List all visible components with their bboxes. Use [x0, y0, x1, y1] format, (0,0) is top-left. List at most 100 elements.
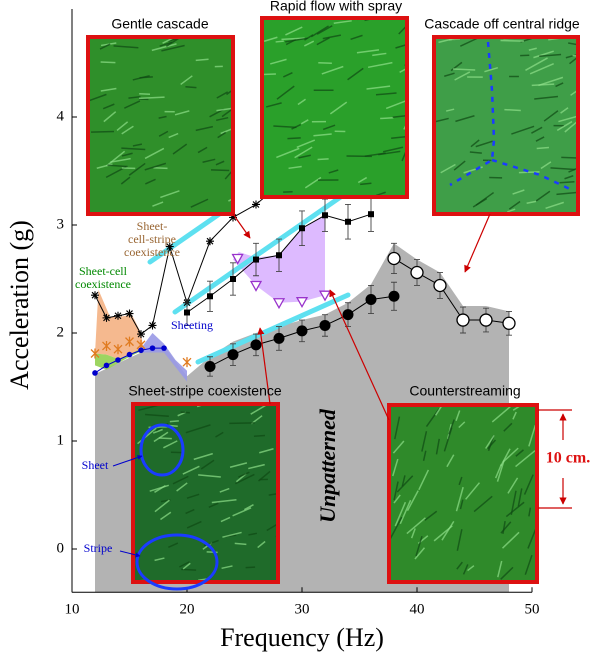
y-axis-label: Acceleration (g)	[5, 220, 34, 390]
photo-texture	[449, 39, 460, 40]
point	[480, 314, 492, 326]
point	[137, 330, 145, 338]
y-tick-label: 4	[57, 108, 65, 124]
photo-texture	[561, 157, 578, 158]
pattern-label: Stripe	[84, 541, 113, 555]
region-label: cell-stripe	[128, 232, 176, 246]
y-tick-label: 3	[57, 216, 65, 232]
region-label: Sheet-cell	[79, 264, 128, 278]
photo-texture	[380, 118, 393, 119]
photo-texture	[519, 172, 540, 173]
photo-caption: Sheet-stripe coexistence	[128, 383, 282, 399]
point	[161, 345, 167, 351]
point	[345, 219, 351, 225]
point	[206, 237, 214, 245]
photo-texture	[181, 569, 196, 570]
scale-label: 10 cm.	[546, 450, 590, 467]
y-tick-label: 0	[57, 540, 65, 556]
point	[149, 321, 157, 329]
point	[457, 314, 469, 326]
photo-caption: Cascade off central ridge	[424, 16, 580, 32]
point	[104, 363, 110, 369]
point	[252, 200, 260, 208]
photo-texture	[318, 159, 329, 160]
photo-fill	[133, 404, 278, 582]
photo	[389, 405, 537, 582]
point	[183, 357, 191, 367]
photo-texture	[276, 41, 284, 42]
point	[253, 257, 259, 263]
region-label: Sheeting	[171, 318, 213, 332]
photo-texture	[254, 435, 265, 436]
point	[127, 352, 133, 358]
point	[320, 320, 331, 331]
point	[299, 225, 305, 231]
photo-fill	[88, 37, 233, 214]
photo-texture	[537, 147, 549, 148]
point	[368, 211, 374, 217]
point	[184, 309, 190, 315]
y-tick-label: 1	[57, 432, 65, 448]
region-label: coexistence	[124, 245, 180, 259]
point	[322, 212, 328, 218]
point	[389, 291, 400, 302]
point	[126, 310, 134, 318]
y-tick-label: 2	[57, 324, 65, 340]
point	[388, 252, 400, 264]
pattern-label: Sheet	[82, 458, 109, 472]
photo-texture	[470, 152, 482, 153]
point	[207, 293, 213, 299]
point	[297, 298, 307, 307]
point	[205, 361, 216, 372]
photo-texture	[262, 74, 276, 75]
point	[274, 333, 285, 344]
photo-caption: Rapid flow with spray	[270, 0, 402, 14]
photo-texture	[318, 63, 332, 64]
photo-caption: Counterstreaming	[409, 383, 520, 399]
photo-texture	[453, 69, 475, 70]
point	[276, 252, 282, 258]
x-tick-label: 40	[410, 602, 425, 618]
point	[411, 267, 423, 279]
photo-texture	[101, 62, 116, 63]
unpatterned-label: Unpatterned	[315, 408, 340, 523]
x-axis-label: Frequency (Hz)	[220, 623, 384, 652]
point	[150, 345, 156, 351]
point	[343, 309, 354, 320]
x-tick-label: 50	[525, 602, 540, 618]
photo	[88, 37, 233, 214]
point	[251, 339, 262, 350]
point	[91, 291, 99, 299]
region-label: coexistence	[75, 277, 131, 291]
photo	[133, 404, 278, 582]
photo-texture	[170, 421, 179, 422]
photo-caption: Gentle cascade	[111, 16, 208, 32]
photo-texture	[185, 87, 196, 88]
point	[138, 347, 144, 353]
photo-texture	[287, 138, 300, 139]
point	[92, 370, 98, 376]
point	[230, 276, 236, 282]
photo-texture	[501, 40, 524, 41]
point	[366, 294, 377, 305]
point	[503, 317, 515, 329]
point	[228, 349, 239, 360]
point	[114, 312, 122, 320]
photo-texture	[181, 412, 190, 413]
photo	[434, 37, 578, 214]
photo-texture	[235, 543, 247, 544]
x-tick-label: 10	[65, 602, 80, 618]
point	[434, 279, 446, 291]
point	[115, 357, 121, 363]
photo-texture	[211, 170, 229, 171]
x-tick-label: 30	[295, 602, 310, 618]
photo-texture	[153, 168, 167, 169]
point	[274, 299, 284, 308]
point	[297, 325, 308, 336]
region-label: Sheet-	[137, 219, 168, 233]
photo-fill	[262, 18, 407, 197]
photo-texture	[560, 182, 575, 183]
x-tick-label: 20	[180, 602, 195, 618]
point	[103, 314, 111, 322]
